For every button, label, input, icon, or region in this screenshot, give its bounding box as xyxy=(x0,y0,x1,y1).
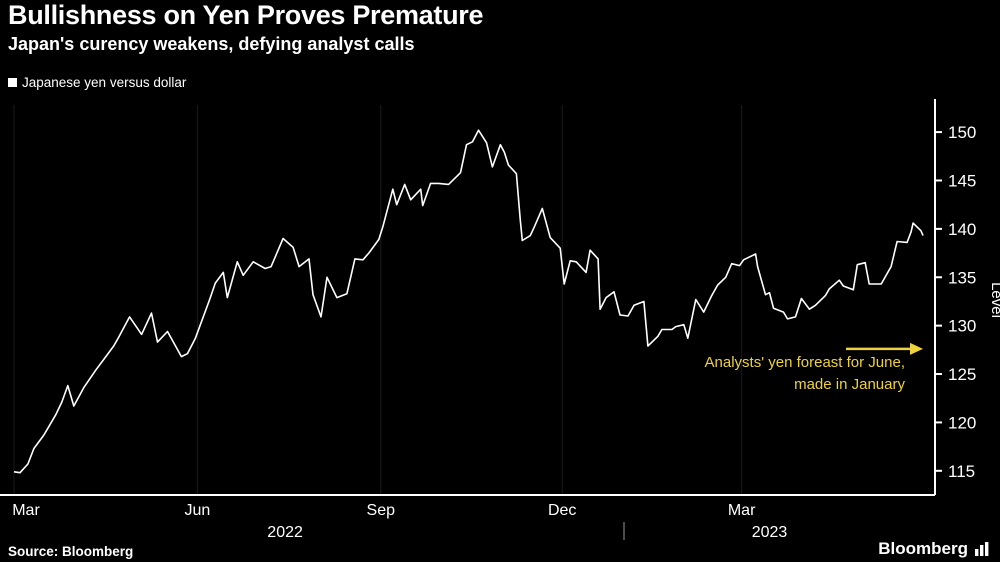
chart-title: Bullishness on Yen Proves Premature xyxy=(8,0,484,30)
y-tick-label: 145 xyxy=(948,171,976,190)
y-tick-label: 130 xyxy=(948,317,976,336)
y-tick-label: 150 xyxy=(948,123,976,142)
y-tick-label: 115 xyxy=(948,462,975,481)
y-axis-title: Level xyxy=(988,282,1000,318)
legend: Japanese yen versus dollar xyxy=(8,75,186,90)
legend-label: Japanese yen versus dollar xyxy=(22,75,187,90)
bloomberg-logo: Bloomberg xyxy=(878,539,990,559)
annotation-text-line2: made in January xyxy=(794,376,905,393)
x-tick-label: Dec xyxy=(548,502,576,519)
year-label: 2023 xyxy=(752,524,788,540)
y-axis: 115 120 125 130 135 140 145 150 Level xyxy=(935,123,1000,481)
source-label: Source: Bloomberg xyxy=(8,544,134,559)
year-label: 2022 xyxy=(267,524,303,540)
legend-swatch-icon xyxy=(8,78,17,87)
gridlines xyxy=(13,105,743,495)
annotation-text-line1: Analysts' yen foreast for June, xyxy=(705,354,905,371)
yen-line-series xyxy=(13,129,924,474)
yen-line-chart: 115 120 125 130 135 140 145 150 Level Mar Jun Sep De… xyxy=(0,99,1000,541)
x-tick-label: Mar xyxy=(728,502,756,519)
x-tick-label: Jun xyxy=(184,502,210,519)
chart-subtitle: Japan's curency weakens, defying analyst… xyxy=(8,34,415,54)
axes xyxy=(0,99,936,496)
x-tick-label: Mar xyxy=(12,502,40,519)
annotation: Analysts' yen foreast for June, made in J… xyxy=(705,342,923,393)
x-tick-label: Sep xyxy=(367,502,396,519)
y-tick-label: 135 xyxy=(948,268,976,287)
bloomberg-logo-text: Bloomberg xyxy=(878,539,968,558)
y-tick-label: 120 xyxy=(948,413,976,432)
y-tick-label: 125 xyxy=(948,365,976,384)
annotation-arrowhead xyxy=(910,342,923,355)
chart-area: 115 120 125 130 135 140 145 150 Level Mar Jun Sep De… xyxy=(0,95,1000,541)
y-tick-label: 140 xyxy=(948,220,976,239)
x-axis: Mar Jun Sep Dec Mar 2022 2023 xyxy=(12,502,788,541)
bloomberg-bars-icon xyxy=(975,542,989,556)
